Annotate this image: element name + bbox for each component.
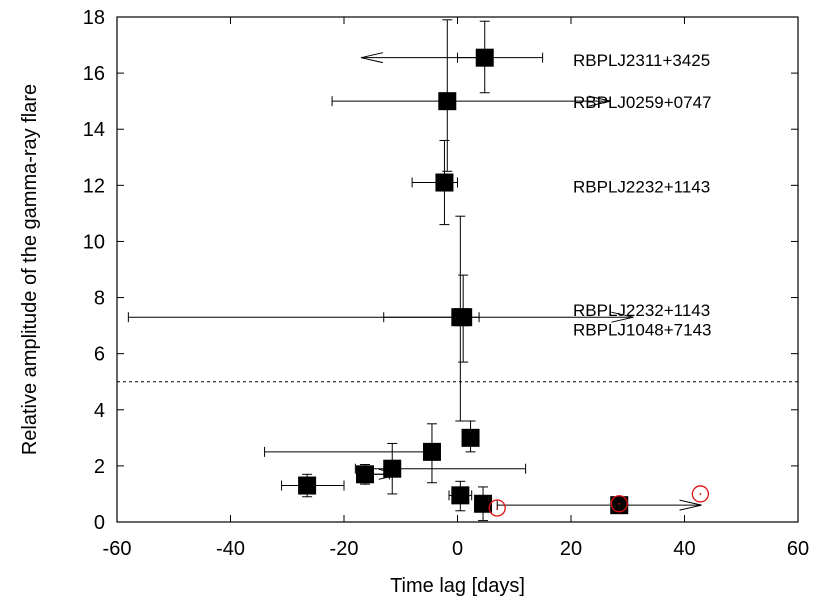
y-tick-label: 10	[83, 231, 105, 253]
data-point-square	[298, 476, 317, 495]
data-point-square	[422, 442, 441, 461]
source-label: RBPLJ1048+7143	[573, 320, 711, 339]
limit-arrowhead	[679, 499, 702, 511]
data-point-circle-dot	[496, 507, 499, 509]
x-tick-label: 0	[452, 538, 463, 560]
axes-layer: -60 -40 -20 0 20 40 60 0 2 4 6 8 10 12 14 16 18	[83, 7, 809, 560]
limit-arrowhead	[360, 52, 384, 64]
data-point-square	[451, 486, 470, 505]
y-axis-title: Relative amplitude of the gamma-ray flar…	[19, 84, 41, 455]
y-tick-label: 18	[83, 7, 105, 29]
data-point-square	[355, 465, 374, 484]
x-tick-label: 20	[560, 538, 582, 560]
y-tick-label: 4	[94, 400, 105, 422]
data-point-square	[435, 173, 454, 192]
annotation-layer: RBPLJ2311+3425 RBPLJ0259+0747 RBPLJ2232+11…	[573, 51, 711, 339]
data-point-square	[461, 428, 480, 447]
data-point-circle	[691, 485, 710, 503]
x-axis-title: Time lag [days]	[390, 575, 525, 597]
data-point-square	[474, 494, 493, 513]
y-tick-label: 6	[94, 344, 105, 366]
data-point-square	[451, 308, 470, 327]
y-tick-label: 0	[94, 512, 105, 534]
source-label: RBPLJ2232+1143	[573, 177, 710, 196]
y-tick-label: 12	[83, 175, 105, 197]
data-point-circle	[610, 495, 628, 513]
data-point-square	[438, 92, 457, 111]
y-tick-label: 8	[94, 288, 105, 310]
x-tick-label: -40	[216, 538, 245, 560]
x-tick-label: 60	[787, 538, 809, 560]
y-tick-label: 16	[83, 63, 105, 85]
marker-layer	[298, 48, 710, 517]
source-label: RBPLJ2232+1143	[573, 301, 710, 320]
data-point-square	[475, 48, 494, 67]
data-point-square	[383, 459, 402, 478]
y-tick-label: 14	[83, 119, 105, 141]
data-point-circle-dot	[618, 502, 621, 505]
limit-arrowhead	[588, 95, 611, 107]
x-tick-label: -60	[103, 538, 132, 560]
limit-arrowhead	[611, 311, 634, 323]
x-tick-label: -20	[330, 538, 359, 560]
data-point-circle-dot	[699, 493, 702, 495]
source-label: RBPLJ2311+3425	[573, 51, 710, 70]
source-label: RBPLJ0259+0747	[573, 93, 711, 112]
data-point-circle	[488, 499, 506, 517]
x-tick-label: 40	[673, 538, 695, 560]
y-tick-label: 2	[94, 456, 105, 478]
